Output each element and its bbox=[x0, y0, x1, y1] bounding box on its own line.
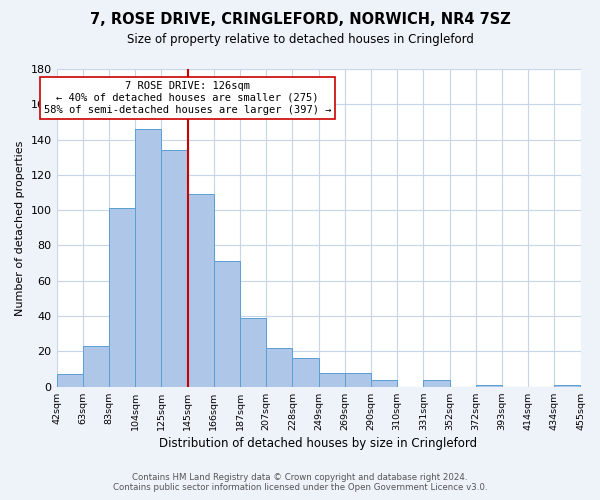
Bar bbox=[56, 374, 83, 386]
Bar bbox=[266, 348, 292, 387]
Bar bbox=[109, 208, 135, 386]
Bar bbox=[424, 380, 449, 386]
Text: Contains HM Land Registry data © Crown copyright and database right 2024.
Contai: Contains HM Land Registry data © Crown c… bbox=[113, 473, 487, 492]
Bar bbox=[554, 385, 580, 386]
Bar bbox=[345, 372, 371, 386]
Bar bbox=[319, 372, 345, 386]
Text: 7, ROSE DRIVE, CRINGLEFORD, NORWICH, NR4 7SZ: 7, ROSE DRIVE, CRINGLEFORD, NORWICH, NR4… bbox=[89, 12, 511, 28]
X-axis label: Distribution of detached houses by size in Cringleford: Distribution of detached houses by size … bbox=[160, 437, 478, 450]
Text: Size of property relative to detached houses in Cringleford: Size of property relative to detached ho… bbox=[127, 32, 473, 46]
Bar bbox=[135, 129, 161, 386]
Y-axis label: Number of detached properties: Number of detached properties bbox=[15, 140, 25, 316]
Bar bbox=[292, 358, 319, 386]
Bar bbox=[240, 318, 266, 386]
Bar bbox=[214, 262, 240, 386]
Text: 7 ROSE DRIVE: 126sqm
← 40% of detached houses are smaller (275)
58% of semi-deta: 7 ROSE DRIVE: 126sqm ← 40% of detached h… bbox=[44, 82, 331, 114]
Bar bbox=[161, 150, 188, 386]
Bar bbox=[83, 346, 109, 387]
Bar bbox=[371, 380, 397, 386]
Bar bbox=[476, 385, 502, 386]
Bar bbox=[188, 194, 214, 386]
